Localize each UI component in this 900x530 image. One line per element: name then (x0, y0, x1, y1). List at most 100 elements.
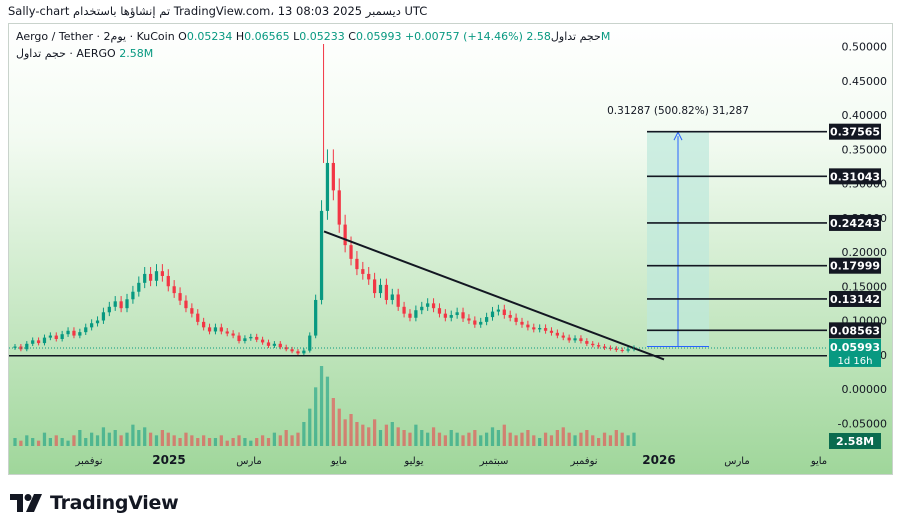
volume-bar (266, 438, 271, 446)
volume-bar (620, 432, 624, 446)
candle-body (25, 343, 29, 350)
last-price-badge (829, 338, 881, 367)
candle-body (95, 320, 100, 324)
volume-bar (148, 432, 153, 446)
volume-bar (25, 435, 29, 446)
volume-bar (520, 432, 524, 446)
volume-bar (384, 424, 389, 446)
volume-bar (60, 438, 64, 446)
candle-body (202, 321, 206, 328)
candle-body (48, 335, 52, 338)
chart-background (9, 24, 892, 474)
candle-body (255, 336, 259, 340)
volume-bar (125, 432, 129, 446)
level-badge (829, 214, 881, 231)
level-badge-text: 0.17999 (830, 260, 880, 273)
volume-bar (602, 432, 607, 446)
volume-bar (567, 432, 571, 446)
level-badge (829, 123, 881, 140)
time-tick-label: نوفمبر (74, 456, 102, 467)
time-axis[interactable]: نوفمبر 2025 مارس مايو يوليو سبتمبر نوفمبر 2026 م… (74, 453, 827, 467)
candle-body (90, 323, 94, 328)
high-value: 0.06565 (244, 30, 290, 43)
volume-indicator-label[interactable]: حجم تداول · AERGO (16, 47, 116, 60)
countdown-text: 1d 16h (838, 356, 873, 367)
volume-bars (13, 366, 636, 446)
volume-bar (72, 435, 76, 446)
low-value: 0.05233 (299, 30, 345, 43)
volume-bar (54, 435, 58, 446)
candle-body (461, 312, 465, 319)
candle-body (319, 210, 324, 300)
candle-body (225, 331, 229, 334)
candle-body (443, 313, 447, 318)
symbol-label[interactable]: Aergo / Tether · 2يوم · KuCoin (16, 30, 175, 43)
candle-body (296, 351, 300, 354)
candle-body (514, 317, 518, 322)
volume-bar (42, 432, 47, 446)
volume-bar (131, 424, 135, 446)
volume-bar (119, 435, 123, 446)
candle-body (467, 318, 471, 321)
volume-bar (284, 430, 288, 446)
level-badge-text: 0.24243 (830, 217, 880, 230)
candle-body (532, 327, 536, 330)
candle-body (378, 284, 383, 294)
candle-body (107, 306, 111, 313)
volume-bar (579, 432, 583, 446)
candle-body (561, 335, 565, 338)
volume-bar (213, 438, 218, 446)
volume-bar (90, 432, 94, 446)
candle-body (526, 324, 530, 328)
volume-bar (408, 432, 412, 446)
volume-bar (95, 435, 100, 446)
candle-body (502, 309, 506, 316)
candle-body (125, 299, 129, 309)
volume-bar (390, 422, 394, 446)
candle-body (538, 328, 542, 330)
chart-canvas[interactable]: 0.31287 (500.82%) 31,287 0.50000 0.45000 0… (9, 24, 893, 475)
candle-body (431, 303, 436, 309)
tradingview-logo-text: TradingView (50, 492, 179, 514)
candle-body (484, 317, 489, 322)
volume-bar (543, 432, 548, 446)
candle-body (420, 306, 424, 311)
volume-legend: حجم تداول · AERGO 2.58M (16, 47, 153, 60)
volume-bar (355, 422, 359, 446)
candle-body (426, 303, 430, 307)
volume-bar (160, 430, 165, 446)
candle-body (278, 343, 282, 348)
volume-bar (573, 435, 577, 446)
candle-body (178, 293, 182, 301)
volume-bar (538, 438, 542, 446)
candle-body (508, 315, 512, 318)
level-badge (829, 257, 881, 274)
volume-bar (325, 376, 330, 446)
volume-bar (614, 430, 618, 446)
volume-bar (549, 435, 554, 446)
candle-body (243, 338, 247, 342)
volume-bar (308, 408, 312, 446)
candle-body (331, 162, 335, 191)
candle-body (78, 332, 82, 336)
volume-bar (243, 438, 247, 446)
tradingview-logo[interactable]: TradingView (10, 490, 179, 516)
volume-bar (331, 398, 335, 446)
candle-body (626, 349, 630, 351)
volume-bar (166, 432, 170, 446)
candle-body (196, 313, 200, 322)
candle-body (614, 348, 618, 350)
candle-body (390, 294, 394, 300)
trendline (323, 230, 665, 361)
volume-bar (113, 430, 117, 446)
candle-body (455, 312, 459, 316)
volume-bar (255, 438, 259, 446)
candle-body (608, 347, 613, 349)
candle-body (585, 341, 589, 344)
price-axis[interactable]: 0.500000.450000.400000.350000.300000.250… (838, 41, 887, 431)
chart-panel[interactable]: 0.31287 (500.82%) 31,287 0.50000 0.45000 0… (8, 23, 893, 475)
price-tick-label: 0.45000 (842, 75, 888, 88)
candle-body (355, 258, 359, 270)
volume-bar (107, 432, 111, 446)
volume-bar (414, 424, 418, 446)
